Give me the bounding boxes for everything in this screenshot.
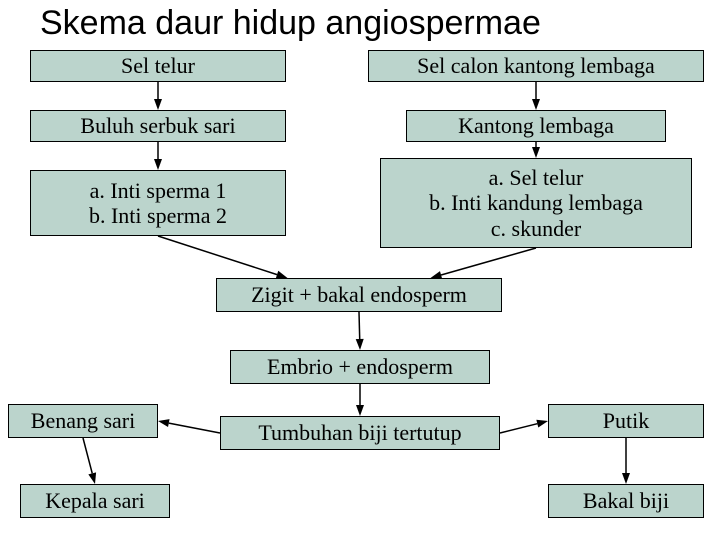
node-sel-telur-group-line: a. Sel telur	[489, 165, 584, 190]
node-kantong-line: Kantong lembaga	[458, 113, 614, 138]
node-kepala-sari: Kepala sari	[20, 484, 170, 518]
node-buluh-line: Buluh serbuk sari	[80, 113, 235, 138]
node-embrio-line: Embrio + endosperm	[267, 354, 453, 379]
node-zigit-line: Zigit + bakal endosperm	[251, 282, 467, 307]
node-sel-telur-group-line: c. skunder	[491, 216, 581, 241]
node-sel-telur: Sel telur	[30, 50, 286, 82]
node-sel-telur-group: a. Sel telurb. Inti kandung lembagac. sk…	[380, 158, 692, 248]
node-putik: Putik	[548, 404, 704, 438]
node-benang-sari-line: Benang sari	[31, 408, 135, 433]
node-sel-telur-line: Sel telur	[121, 53, 195, 78]
node-tumbuhan-line: Tumbuhan biji tertutup	[258, 420, 461, 445]
node-benang-sari: Benang sari	[8, 404, 158, 438]
node-embrio: Embrio + endosperm	[230, 350, 490, 384]
node-sel-calon-line: Sel calon kantong lembaga	[417, 53, 655, 78]
node-inti-sperma: a. Inti sperma 1b. Inti sperma 2	[30, 170, 286, 236]
node-sel-calon: Sel calon kantong lembaga	[368, 50, 704, 82]
page-title: Skema daur hidup angiospermae	[40, 4, 541, 43]
node-kantong: Kantong lembaga	[406, 110, 666, 142]
node-zigit: Zigit + bakal endosperm	[216, 278, 502, 312]
node-tumbuhan: Tumbuhan biji tertutup	[220, 416, 500, 450]
node-kepala-sari-line: Kepala sari	[45, 488, 145, 513]
node-bakal-biji-line: Bakal biji	[583, 488, 669, 513]
node-buluh: Buluh serbuk sari	[30, 110, 286, 142]
node-putik-line: Putik	[603, 408, 649, 433]
node-sel-telur-group-line: b. Inti kandung lembaga	[429, 190, 643, 215]
node-bakal-biji: Bakal biji	[548, 484, 704, 518]
node-inti-sperma-line: b. Inti sperma 2	[89, 203, 227, 228]
node-inti-sperma-line: a. Inti sperma 1	[90, 178, 227, 203]
